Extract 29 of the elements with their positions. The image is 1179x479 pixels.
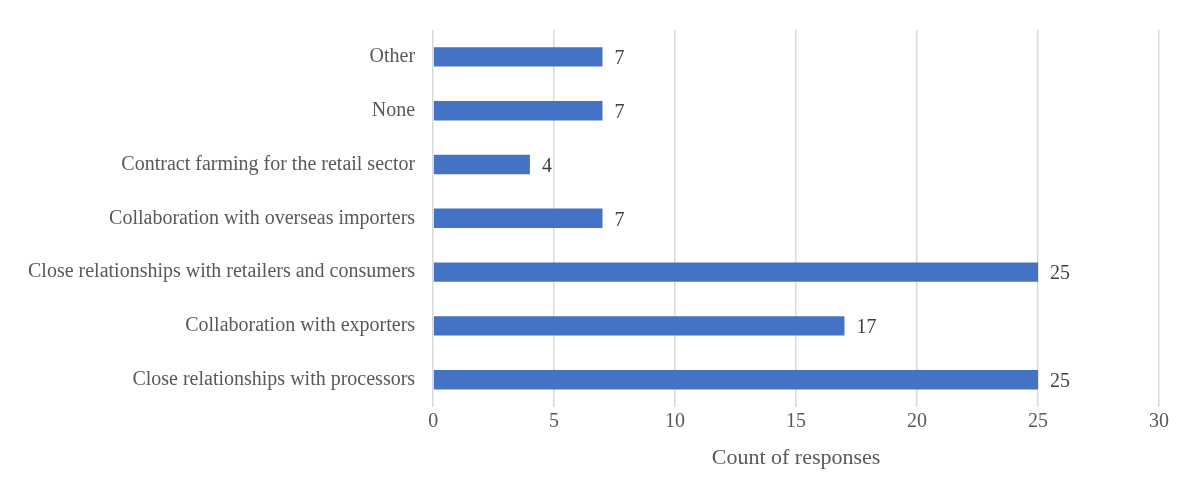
bar bbox=[433, 262, 1039, 282]
bar bbox=[433, 316, 845, 336]
x-tick-label: 30 bbox=[1149, 408, 1169, 431]
data-label: 17 bbox=[856, 315, 877, 338]
x-tick-label: 0 bbox=[428, 408, 439, 431]
y-tick-label: Collaboration with overseas importers bbox=[109, 205, 416, 229]
y-tick-label: None bbox=[371, 97, 416, 120]
bar bbox=[433, 208, 603, 228]
data-label: 7 bbox=[614, 46, 625, 69]
y-tick-label: Close relationships with retailers and consumers bbox=[28, 259, 416, 283]
bar bbox=[433, 154, 530, 175]
x-tick-label: 5 bbox=[549, 408, 560, 431]
data-label: 25 bbox=[1050, 368, 1071, 391]
data-label: 7 bbox=[614, 207, 625, 230]
bar bbox=[433, 101, 603, 121]
bar bbox=[433, 370, 1039, 390]
data-label: 7 bbox=[614, 99, 625, 122]
y-tick-label: Close relationships with processors bbox=[132, 366, 416, 390]
x-tick-label: 20 bbox=[907, 408, 928, 431]
y-tick-label: Contract farming for the retail sector bbox=[121, 151, 416, 175]
x-tick-label: 15 bbox=[786, 408, 807, 431]
bar bbox=[433, 47, 603, 67]
x-tick-label: 10 bbox=[665, 408, 686, 431]
x-axis-title: Count of responses bbox=[711, 443, 881, 469]
y-tick-label: Collaboration with exporters bbox=[185, 313, 416, 337]
data-label: 25 bbox=[1050, 261, 1071, 284]
x-tick-label: 25 bbox=[1028, 408, 1049, 431]
data-label: 4 bbox=[541, 153, 552, 176]
y-tick-label: Other bbox=[369, 44, 416, 67]
